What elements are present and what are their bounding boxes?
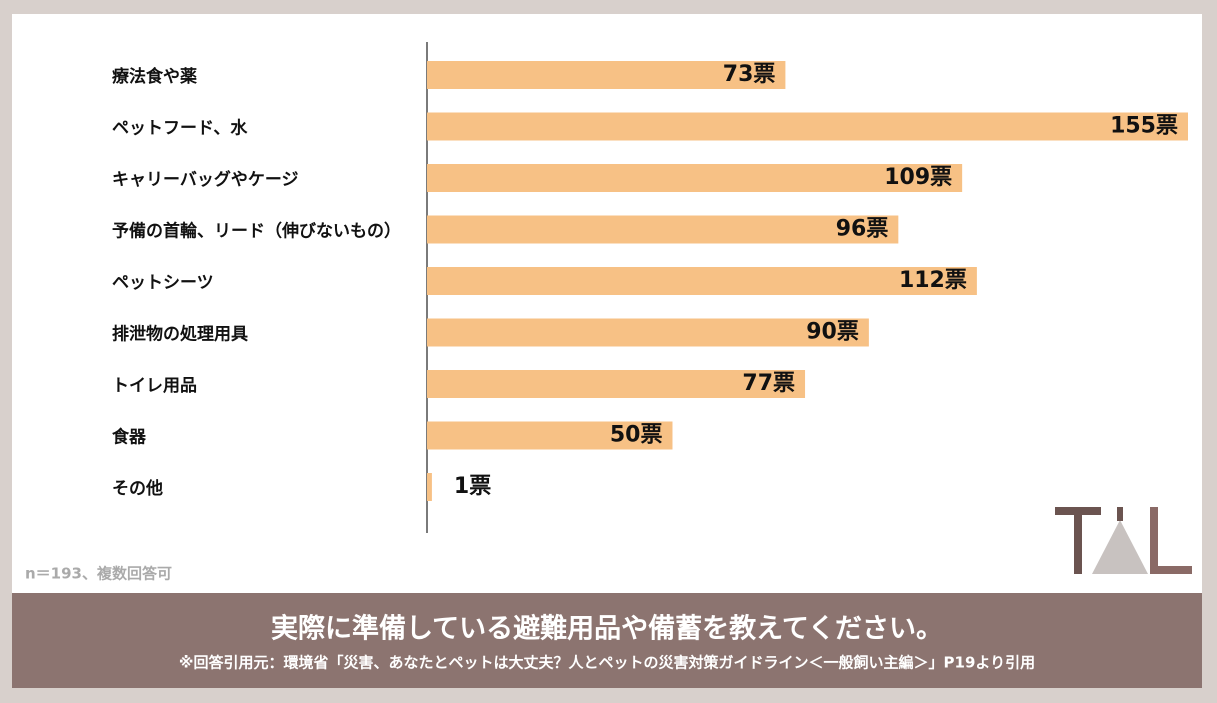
bar (427, 318, 869, 347)
bar (427, 61, 786, 89)
value-label: 96票 (836, 217, 889, 242)
value-label: 112票 (899, 268, 967, 293)
logo-part (1117, 507, 1123, 521)
logo-part (1150, 507, 1158, 574)
logo-part (1092, 520, 1148, 574)
logo-part (1074, 507, 1082, 574)
value-label: 90票 (806, 320, 859, 345)
category-label: ペットフード、水 (112, 118, 248, 139)
category-label: 療法食や薬 (112, 66, 197, 87)
bar (427, 421, 673, 450)
bar (427, 370, 806, 398)
category-label: ペットシーツ (112, 273, 214, 293)
note: n＝193、複数回答可 (25, 565, 172, 583)
bar (427, 473, 432, 501)
bar (427, 164, 963, 192)
category-label: 予備の首輪、リード（伸びないもの） (112, 221, 401, 242)
value-label: 50票 (610, 423, 663, 448)
category-label: トイレ用品 (112, 376, 197, 396)
logo (1055, 507, 1192, 574)
category-label: その他 (112, 478, 163, 499)
value-label: 1票 (454, 474, 491, 499)
logo-part (1150, 566, 1192, 574)
source: ※回答引用元：環境省「災害、あなたとペットは大丈夫？人とペットの災害対策ガイドラ… (179, 654, 1035, 672)
value-label: 155票 (1110, 114, 1178, 139)
category-label: 排泄物の処理用具 (112, 324, 248, 345)
chart-title: 実際に準備している避難用品や備蓄を教えてください。 (271, 613, 943, 645)
bar (427, 267, 977, 295)
category-label: 食器 (112, 427, 147, 448)
title-band (12, 593, 1202, 688)
bar (427, 112, 1188, 141)
bar (427, 215, 899, 244)
value-label: 73票 (723, 62, 776, 87)
category-label: キャリーバッグやケージ (112, 169, 299, 190)
value-label: 109票 (884, 165, 952, 190)
value-label: 77票 (742, 371, 795, 396)
